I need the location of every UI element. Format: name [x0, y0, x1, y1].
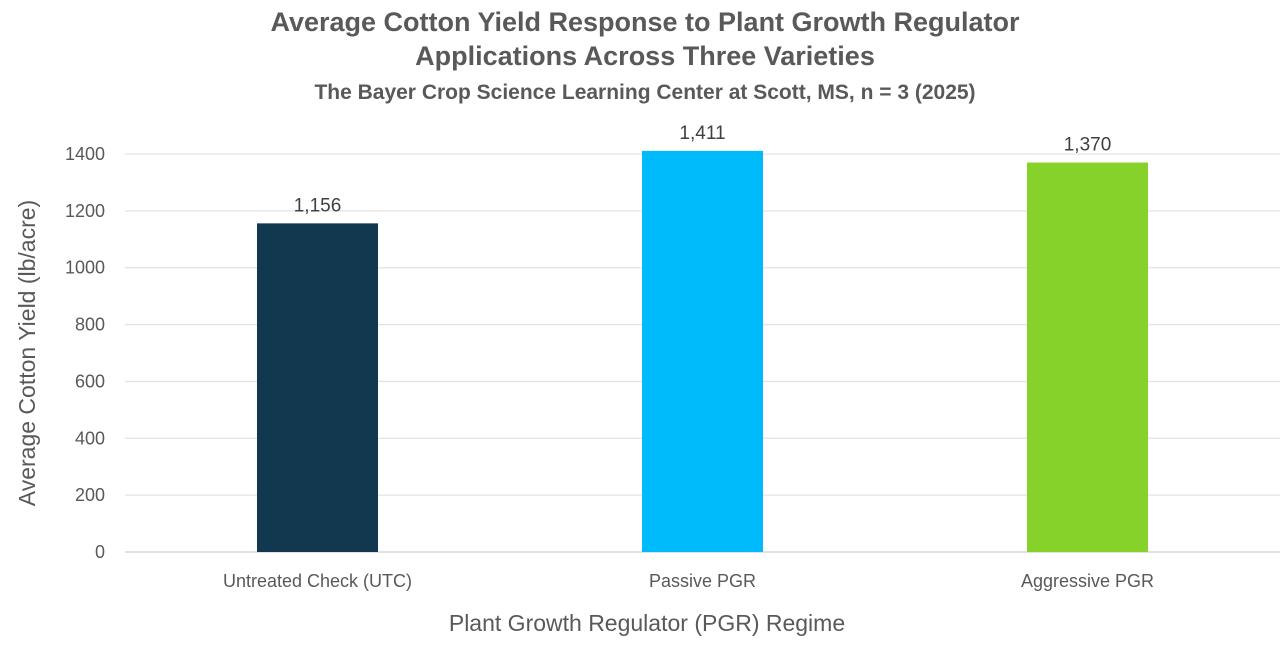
y-tick-label: 1400 — [65, 144, 105, 164]
y-tick-label: 0 — [95, 542, 105, 562]
x-tick-label: Untreated Check (UTC) — [223, 571, 412, 591]
y-tick-label: 1200 — [65, 201, 105, 221]
chart-subtitle: The Bayer Crop Science Learning Center a… — [314, 81, 975, 104]
data-label: 1,411 — [679, 123, 725, 144]
y-tick-label: 800 — [75, 315, 105, 335]
chart-title-line-1: Average Cotton Yield Response to Plant G… — [270, 7, 1020, 37]
x-axis-categories: Untreated Check (UTC) Passive PGR Aggressi… — [223, 571, 1154, 591]
data-label: 1,370 — [1064, 135, 1112, 156]
y-tick-label: 600 — [75, 371, 105, 391]
y-tick-label: 400 — [75, 428, 105, 448]
bar — [1027, 162, 1148, 552]
bar — [642, 150, 763, 552]
x-tick-label: Passive PGR — [649, 571, 756, 591]
bar — [257, 223, 378, 552]
y-tick-label: 200 — [75, 485, 105, 505]
chart-title-line-2: Applications Across Three Varieties — [415, 41, 875, 71]
data-labels: 1,156 1,411 1,370 — [294, 123, 1112, 216]
bars — [257, 150, 1148, 552]
x-axis-label: Plant Growth Regulator (PGR) Regime — [449, 610, 845, 636]
y-axis-label: Average Cotton Yield (lb/acre) — [14, 200, 40, 506]
y-axis-ticks: 0 200 400 600 800 1000 1200 1400 — [65, 144, 105, 562]
x-tick-label: Aggressive PGR — [1021, 571, 1154, 591]
y-tick-label: 1000 — [65, 258, 105, 278]
data-label: 1,156 — [294, 195, 342, 216]
